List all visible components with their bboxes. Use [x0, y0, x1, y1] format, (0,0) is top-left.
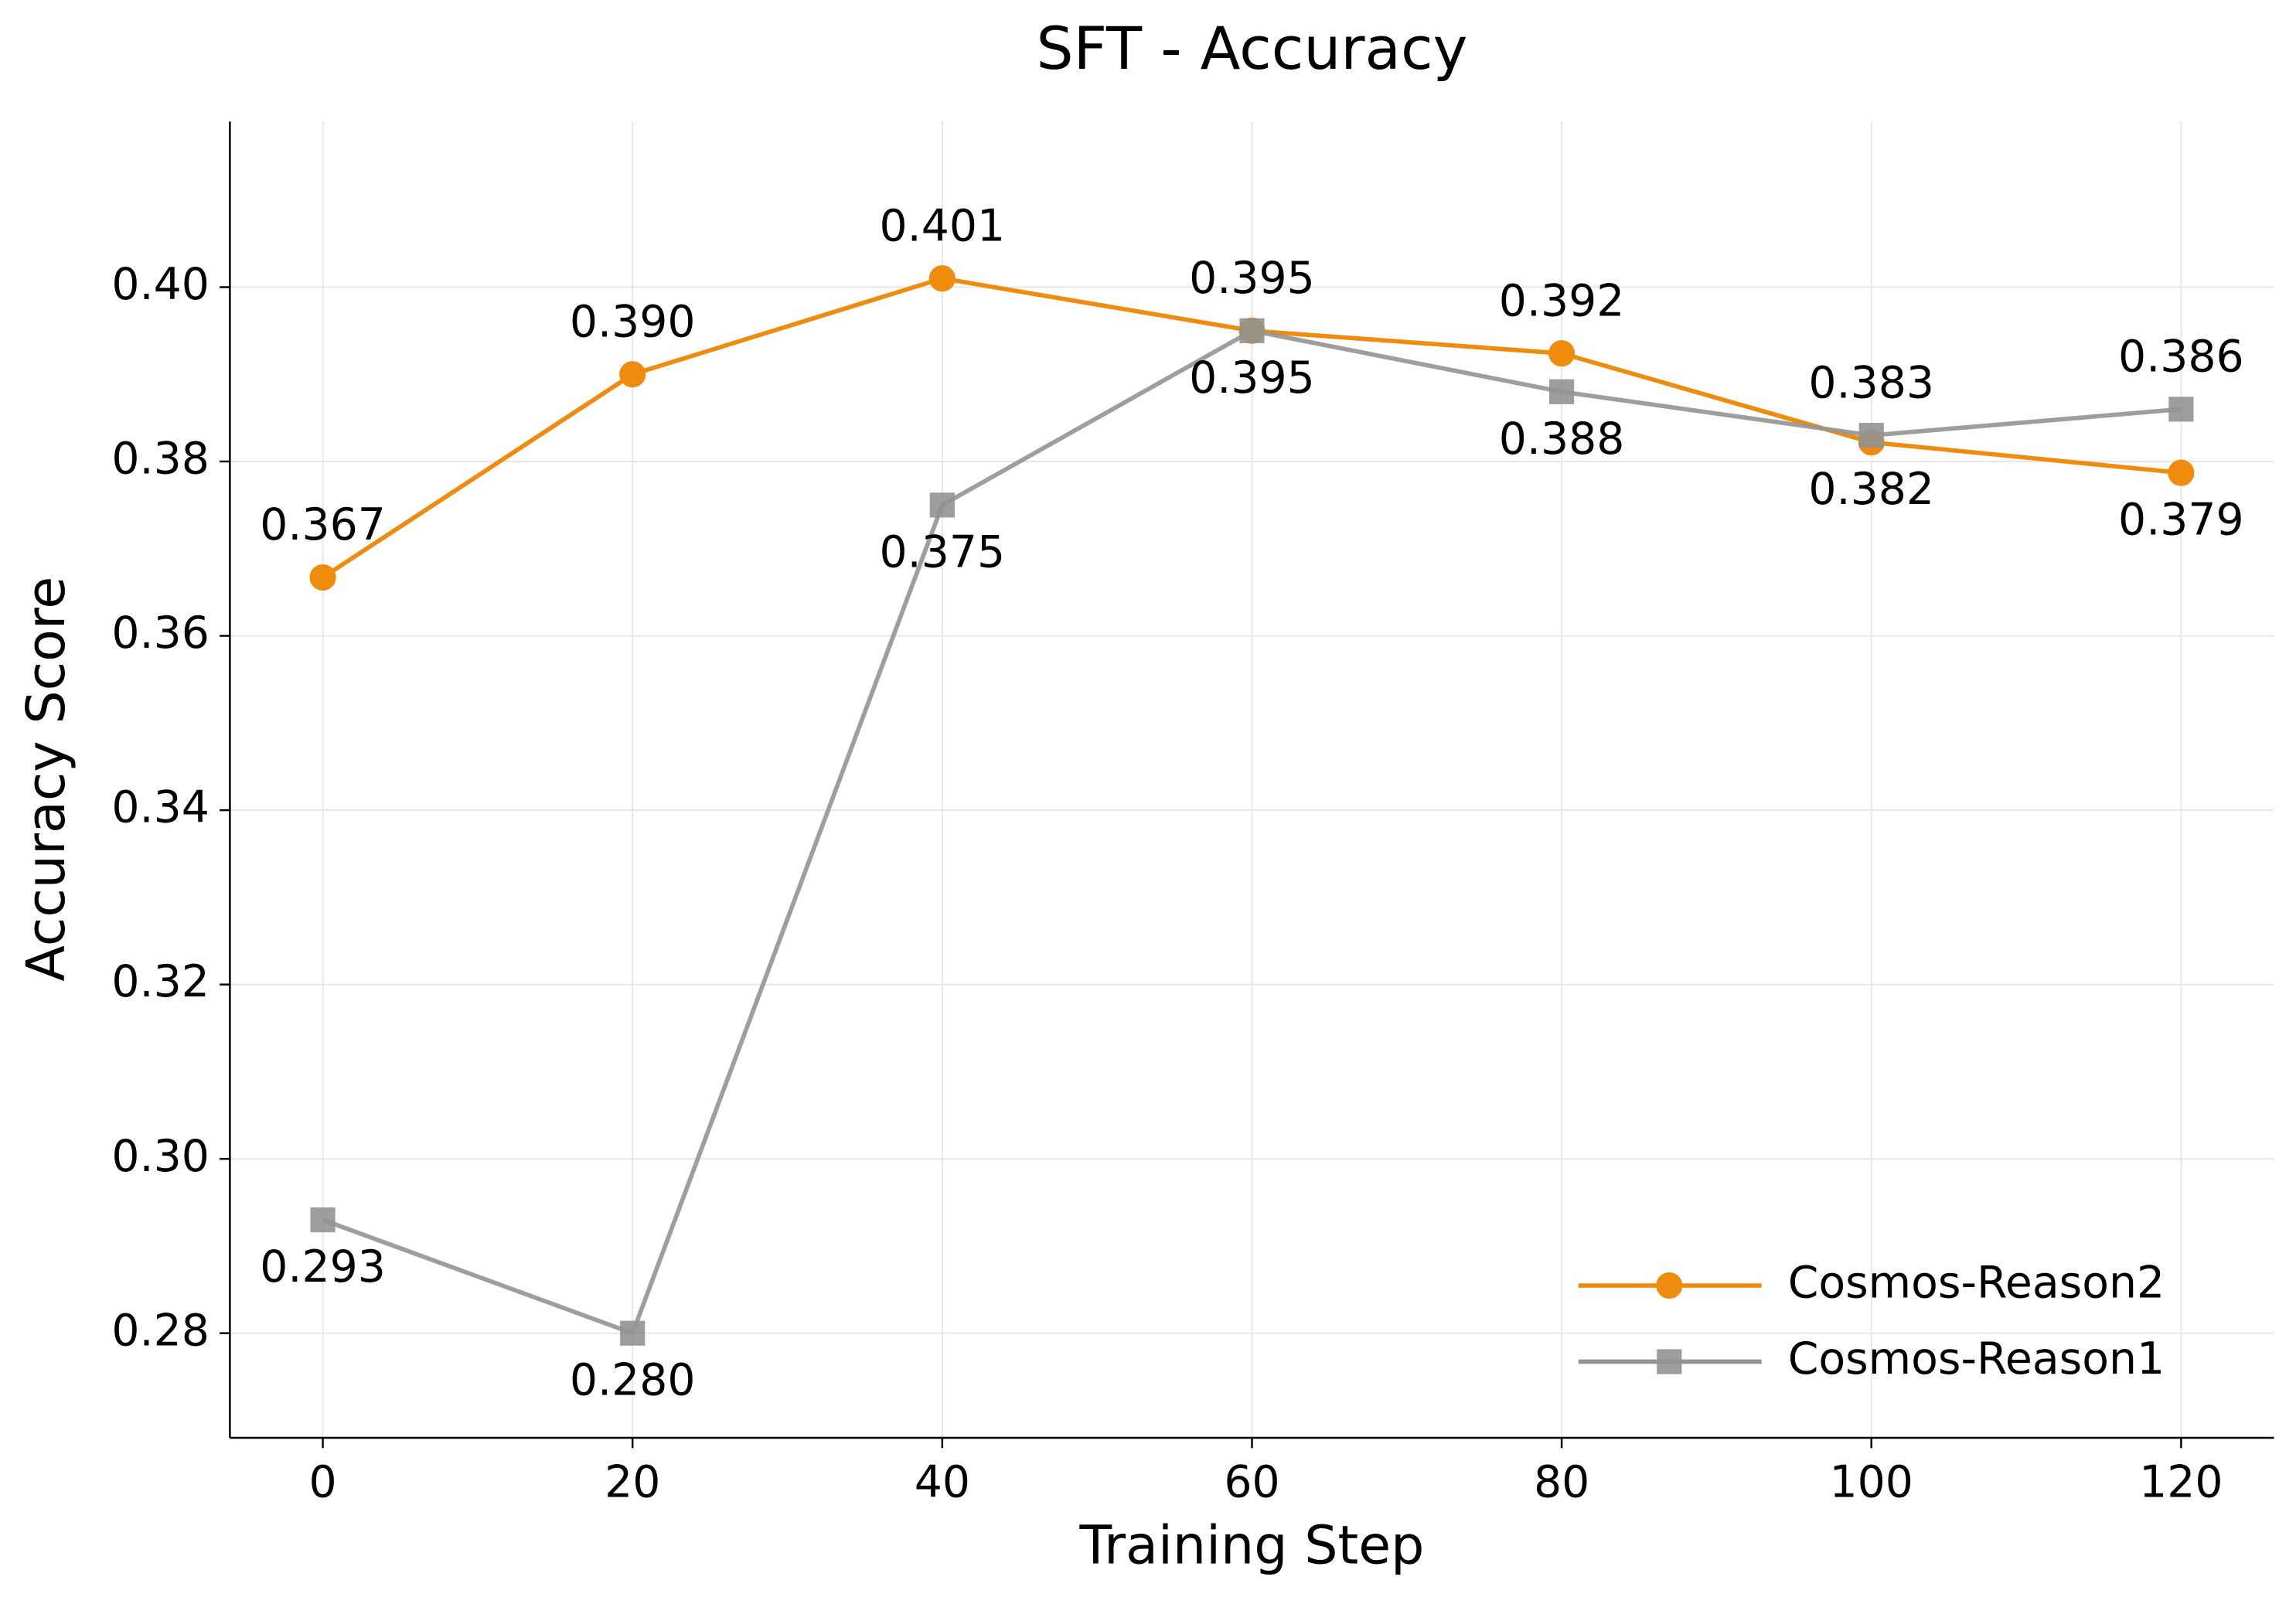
point — [1548, 340, 1576, 367]
data-label: 0.390 — [570, 296, 696, 347]
y-tick-label: 0.38 — [111, 434, 209, 485]
point — [310, 1207, 336, 1233]
y-axis-label: Accuracy Score — [16, 577, 77, 982]
point — [1656, 1272, 1683, 1299]
x-tick-label: 80 — [1534, 1456, 1589, 1507]
data-label: 0.386 — [2118, 332, 2244, 383]
point — [1239, 318, 1265, 343]
point — [929, 492, 955, 518]
data-label: 0.401 — [880, 200, 1006, 251]
y-tick-label: 0.32 — [111, 956, 209, 1007]
data-label: 0.383 — [1808, 357, 1934, 408]
point — [1549, 379, 1575, 404]
data-label: 0.392 — [1499, 275, 1625, 326]
y-tick-label: 0.28 — [111, 1305, 209, 1356]
x-tick-label: 100 — [1830, 1456, 1913, 1507]
chart-title: SFT - Accuracy — [1037, 15, 1468, 83]
x-tick-label: 60 — [1224, 1456, 1279, 1507]
point — [928, 265, 956, 292]
point — [309, 564, 336, 591]
data-label: 0.379 — [2118, 495, 2244, 546]
point — [619, 361, 646, 388]
y-tick-label: 0.30 — [111, 1131, 209, 1182]
point — [1657, 1349, 1682, 1374]
data-label: 0.280 — [570, 1355, 696, 1406]
y-tick-label: 0.34 — [111, 782, 209, 833]
data-label: 0.382 — [1808, 464, 1934, 515]
data-label: 0.395 — [1189, 352, 1315, 404]
legend-label: Cosmos-Reason2 — [1788, 1258, 2165, 1309]
legend-label: Cosmos-Reason1 — [1788, 1333, 2165, 1384]
point — [2168, 459, 2195, 486]
data-label: 0.388 — [1499, 414, 1625, 465]
point — [620, 1320, 646, 1346]
x-tick-label: 120 — [2139, 1456, 2223, 1507]
point — [2168, 397, 2194, 422]
y-tick-label: 0.40 — [111, 259, 209, 310]
x-tick-label: 20 — [605, 1456, 660, 1507]
x-tick-label: 0 — [309, 1456, 337, 1507]
data-label: 0.293 — [260, 1241, 386, 1292]
x-axis-label: Training Step — [1079, 1516, 1425, 1577]
x-tick-label: 40 — [915, 1456, 970, 1507]
data-label: 0.375 — [880, 526, 1006, 577]
data-label: 0.395 — [1189, 253, 1315, 304]
data-label: 0.367 — [260, 499, 386, 550]
y-tick-label: 0.36 — [111, 608, 209, 659]
point — [1858, 423, 1884, 448]
